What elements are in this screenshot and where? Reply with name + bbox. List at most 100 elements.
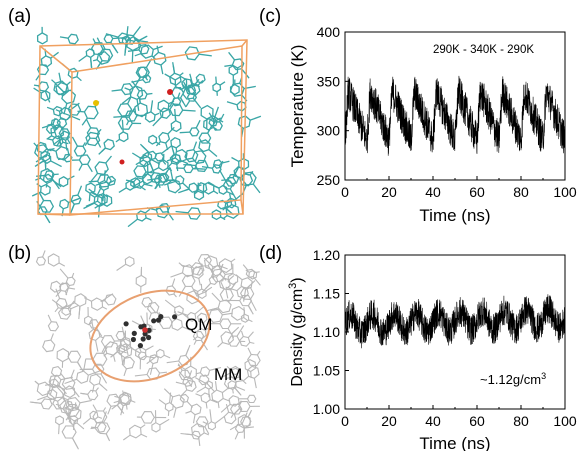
molecule-bond [61, 391, 66, 398]
molecule-ring [158, 159, 169, 172]
molecule-bond [209, 399, 218, 404]
molecule-bond [207, 307, 219, 312]
molecule-bond [236, 325, 245, 337]
molecule-bond [231, 156, 240, 162]
molecule-bond [55, 290, 62, 297]
molecule-bond [221, 160, 230, 164]
molecule-bond [188, 370, 193, 377]
qm-atom [140, 336, 146, 342]
molecule-bond [90, 426, 98, 429]
molecule-bond [105, 33, 119, 38]
molecule-bond [95, 340, 99, 352]
molecule-ring [120, 83, 134, 96]
molecule-bond [60, 282, 68, 286]
molecule-ring [50, 124, 65, 140]
molecule-bond [50, 333, 54, 341]
molecule-bond [122, 434, 131, 441]
molecule-bond [110, 351, 118, 358]
molecule-ring [118, 343, 133, 359]
molecule-ring [191, 266, 204, 280]
molecule-bond [256, 350, 261, 356]
molecule-bond [38, 192, 45, 201]
molecule-bond [92, 38, 96, 43]
molecule-bond [242, 264, 249, 271]
molecule-bond [95, 138, 102, 148]
panel-label-d: (d) [259, 243, 283, 264]
y-tick-label: 350 [317, 73, 341, 89]
molecule-bond [120, 405, 124, 416]
molecule-bond [241, 68, 250, 79]
molecule-bond [171, 278, 176, 287]
qm-atom [130, 336, 136, 343]
molecule-bond [59, 268, 69, 279]
molecule-bond [172, 149, 175, 155]
molecule-bond [116, 263, 127, 271]
molecule-bond [198, 436, 201, 446]
molecule-bond [58, 424, 60, 435]
qm-atom [142, 331, 148, 337]
molecule-bond [92, 59, 98, 62]
molecule-bond [78, 306, 81, 320]
molecule-bond [100, 300, 105, 302]
molecule-bond [232, 389, 234, 394]
molecule-bond [233, 387, 241, 395]
molecule-bond [178, 371, 185, 379]
x-axis-label: Time (ns) [419, 434, 490, 451]
molecule-bond [70, 115, 81, 121]
molecule-bond [177, 311, 188, 316]
molecule-bond [215, 76, 217, 84]
molecule-bond [182, 326, 192, 332]
molecule-bond [145, 217, 152, 221]
molecule-bond [71, 203, 75, 211]
molecule-bond [131, 79, 143, 83]
molecule-bond [253, 378, 257, 389]
molecule-bond [55, 109, 60, 112]
density-annotation-main: ~1.12g/cm [480, 372, 541, 387]
qm-atom [146, 334, 152, 341]
molecule-ring [35, 256, 47, 266]
molecule-bond [228, 275, 235, 281]
molecule-bond [37, 395, 48, 401]
molecule-bond [90, 191, 103, 199]
molecule-bond [194, 163, 198, 169]
molecule-ring [186, 92, 198, 102]
molecule-ring [225, 176, 237, 187]
molecule-bond [192, 414, 196, 424]
molecule-bond [134, 373, 148, 377]
y-axis-label-sup: 3 [287, 283, 299, 289]
molecule-bond [70, 369, 75, 378]
panel-label-c: (c) [259, 6, 282, 27]
molecule-bond [112, 355, 116, 362]
molecule-bond [192, 141, 198, 150]
molecule-ring [189, 127, 200, 137]
molecule-bond [60, 376, 73, 381]
molecule-ring [104, 293, 117, 306]
molecule-bond [34, 380, 39, 385]
molecule-bond [107, 406, 112, 415]
molecule-bond [152, 116, 162, 127]
molecule-bond [138, 185, 146, 191]
molecule-bond [125, 179, 134, 183]
molecule-bond [197, 184, 202, 187]
density-annotation: ~1.12g/cm3 [480, 371, 546, 387]
molecule-bond [193, 265, 202, 270]
molecule-bond [85, 200, 98, 207]
molecule-bond [54, 307, 59, 313]
molecule-bond [53, 137, 62, 146]
molecule-bond [66, 81, 71, 86]
molecule-ring [211, 209, 222, 221]
y-axis-label: Density (g/cm3) [287, 277, 306, 386]
molecule-bond [160, 145, 172, 155]
temperature-annotation: 290K - 340K - 290K [433, 44, 534, 56]
molecule-bond [71, 272, 75, 278]
molecule-bond [232, 167, 240, 178]
molecule-bond [229, 193, 232, 199]
molecule-bond [208, 112, 216, 123]
x-tick-label: 60 [469, 413, 485, 429]
molecule-bond [44, 383, 50, 386]
molecule-bond [201, 165, 213, 169]
molecule-ring [56, 347, 70, 363]
molecule-bond [127, 96, 132, 104]
